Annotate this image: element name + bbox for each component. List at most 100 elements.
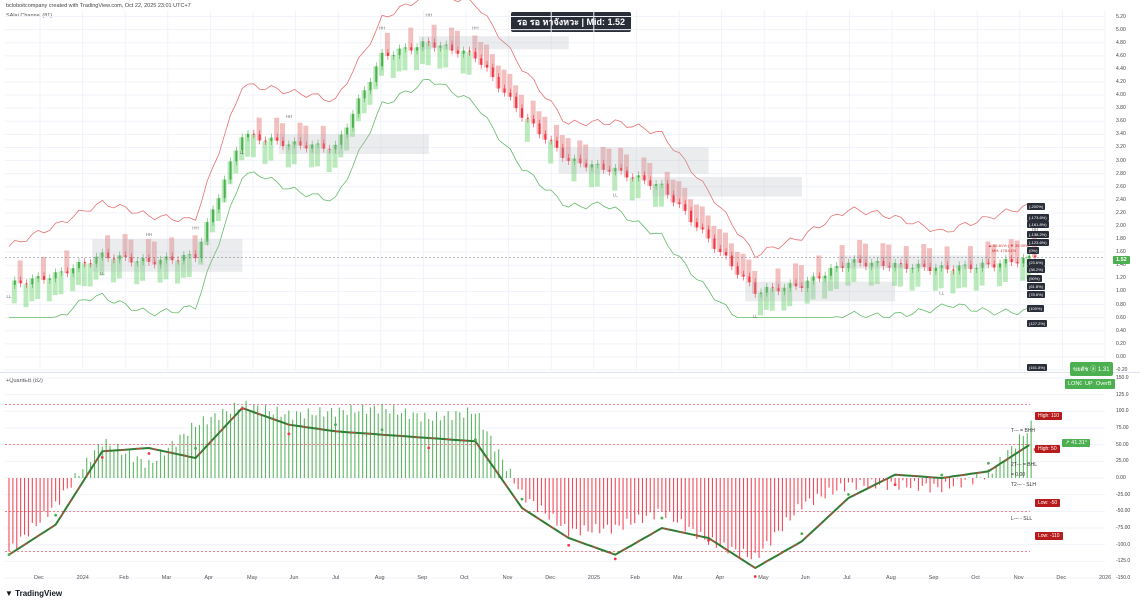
osc-dot: [893, 483, 897, 487]
candle-body: [1010, 259, 1013, 263]
price-tick-label: 4.20: [1116, 79, 1126, 85]
trend-ribbon: [594, 163, 600, 187]
trend-ribbon: [880, 243, 886, 267]
candle-body: [573, 158, 576, 162]
candle-body: [60, 271, 63, 273]
candle-body: [328, 148, 331, 150]
trend-ribbon: [921, 243, 927, 267]
candle-body: [666, 183, 669, 195]
price-tick-label: -0.20: [1116, 367, 1128, 373]
candle-body: [118, 255, 121, 260]
candle-body: [993, 264, 996, 268]
swing-label: HH: [425, 13, 432, 18]
trend-ribbon: [460, 50, 466, 74]
candle-body: [281, 140, 284, 147]
tradingview-logo[interactable]: ▼ TradingView: [5, 589, 62, 598]
osc-tick-label: 0.00: [1116, 475, 1126, 481]
candle-body: [999, 263, 1002, 268]
trend-ribbon: [932, 267, 938, 291]
candle-body: [142, 257, 145, 262]
time-tick-label: Feb: [630, 575, 640, 581]
price-tick-label: 2.00: [1116, 223, 1126, 229]
trend-ribbon: [29, 278, 35, 302]
trend-ribbon: [897, 263, 903, 287]
fib-level-tag: (100%): [1027, 305, 1044, 312]
candle-body: [410, 47, 413, 51]
top-indicator-label[interactable]: SAlai Channel (81): [6, 13, 53, 19]
trend-ribbon: [81, 263, 87, 287]
trend-ribbon: [991, 244, 997, 268]
trend-ribbon: [285, 144, 291, 168]
candle-body: [497, 77, 500, 89]
trend-ribbon: [524, 118, 530, 142]
candle-body: [456, 50, 459, 54]
trend-ribbon: [274, 117, 280, 141]
candle-body: [707, 229, 710, 239]
candle-body: [800, 286, 803, 289]
time-tick-label: Dec: [34, 575, 44, 581]
trend-ribbon: [279, 123, 285, 147]
candle-body: [112, 258, 115, 260]
time-tick-label: May: [758, 575, 769, 581]
osc-high-110: High: 110: [1035, 412, 1063, 420]
osc-text-slh: T2--- - SLH: [1011, 482, 1036, 488]
trend-ribbon: [728, 243, 734, 267]
swing-label: HH: [286, 114, 293, 119]
candle-body: [777, 287, 780, 292]
osc-tick-label: 100.0: [1116, 408, 1129, 415]
osc-angle-badge: ↗ 41.31°: [1062, 439, 1091, 447]
candle-body: [363, 90, 366, 99]
bottom-indicator-label[interactable]: +QuantEB (82): [6, 378, 43, 384]
candle-body: [392, 55, 395, 57]
trend-ribbon: [70, 268, 76, 292]
trend-ribbon: [454, 30, 460, 54]
mini-info-2: MH: 178.61%: [992, 248, 1017, 253]
trend-ribbon: [186, 254, 192, 278]
trend-ribbon: [40, 256, 46, 280]
candle-body: [672, 194, 675, 203]
candle-body: [760, 292, 763, 294]
candle-body: [258, 134, 261, 141]
candle-body: [159, 259, 162, 265]
candle-body: [445, 44, 448, 46]
candle-body: [585, 163, 588, 168]
trend-ribbon: [309, 144, 315, 168]
candle-body: [789, 283, 792, 288]
trend-ribbon: [792, 263, 798, 287]
trend-ribbon: [192, 235, 198, 259]
price-pane[interactable]: LL LL HH HH LL HH HH HH HH LL LL LL HH: [0, 0, 1140, 372]
candle-body: [66, 271, 69, 274]
trend-ribbon: [775, 268, 781, 292]
candle-body: [643, 175, 646, 181]
osc-dot: [7, 553, 11, 557]
trend-ribbon: [268, 137, 274, 161]
trend-ribbon: [618, 147, 624, 171]
candle-body: [958, 265, 961, 271]
fib-level-tag: (-173.6%): [1027, 214, 1049, 221]
trend-ribbon: [787, 283, 793, 307]
candle-body: [439, 45, 442, 48]
trend-ribbon: [46, 278, 52, 302]
candle-body: [305, 145, 308, 149]
candle-body: [888, 266, 891, 268]
trend-ribbon: [629, 177, 635, 201]
zone-box: [838, 255, 989, 269]
time-tick-label: May: [247, 575, 258, 581]
trend-ribbon: [670, 179, 676, 203]
candle-body: [637, 175, 640, 178]
osc-tick-label: -75.00: [1116, 525, 1131, 531]
time-tick-label: Sep: [928, 575, 939, 581]
price-tick-label: 2.80: [1116, 170, 1126, 177]
osc-low-110: Low: -110: [1035, 532, 1063, 540]
zone-box: [745, 281, 896, 302]
candle-body: [101, 252, 104, 257]
trend-ribbon: [256, 117, 262, 141]
fib-level-tag: (161.8%): [1027, 364, 1048, 371]
candle-body: [818, 276, 821, 279]
trend-ribbon: [361, 90, 367, 114]
candle-body: [847, 262, 850, 268]
oscillator-pane[interactable]: [0, 373, 1140, 587]
candle-body: [940, 265, 943, 268]
trend-ribbon: [804, 280, 810, 304]
pane-divider[interactable]: [0, 372, 1140, 373]
